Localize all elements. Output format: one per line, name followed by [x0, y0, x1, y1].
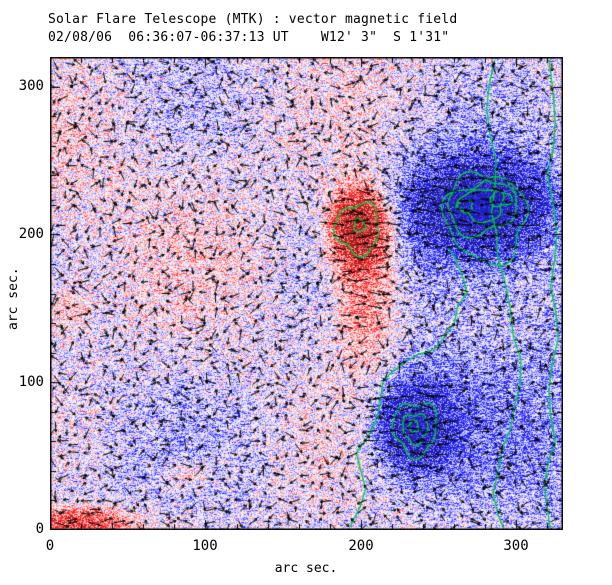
y-tick-label-300: 300 [18, 78, 44, 94]
x-tick-label-100: 100 [192, 538, 218, 554]
y-tick-label-100: 100 [18, 374, 44, 390]
x-tick-label-200: 200 [348, 538, 374, 554]
y-tick-label-200: 200 [18, 226, 44, 242]
y-tick-label-0: 0 [35, 521, 44, 537]
plot-title: Solar Flare Telescope (MTK) : vector mag… [48, 12, 458, 27]
x-tick-label-0: 0 [45, 538, 55, 554]
x-axis-label: arc sec. [274, 561, 338, 576]
plot-area [50, 57, 563, 530]
x-tick-label-300: 300 [503, 538, 529, 554]
y-axis-label: arc sec. [6, 267, 21, 330]
plot-subtitle: 02/08/06 06:36:07-06:37:13 UT W12' 3" S … [48, 30, 450, 45]
magnetogram-canvas [50, 57, 563, 530]
